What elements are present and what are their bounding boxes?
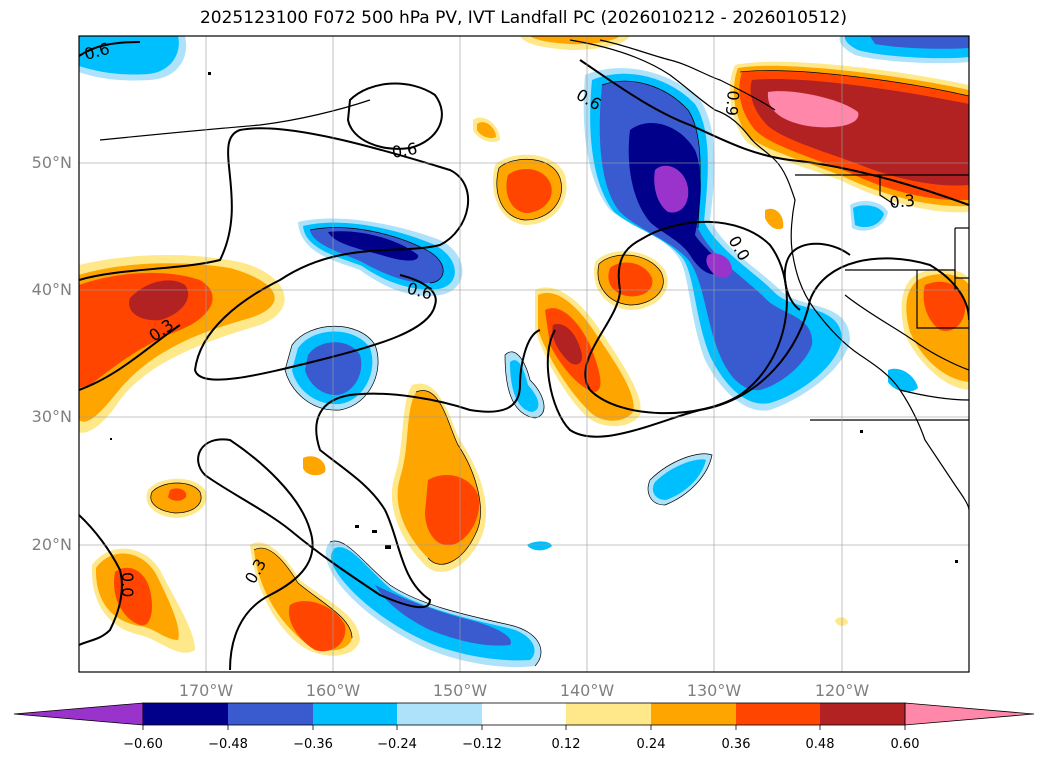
colorbar-tick-label: −0.12 xyxy=(462,737,502,752)
contour-label: 0.9 xyxy=(722,90,743,117)
field-positive-tiny xyxy=(477,122,496,139)
islands xyxy=(110,72,958,563)
field-positive-southwest xyxy=(114,567,152,626)
field-positive-california xyxy=(923,281,966,331)
colorbar-segment xyxy=(228,703,313,725)
colorbar-extend-high xyxy=(904,702,1035,726)
field-positive-tiny xyxy=(303,456,326,476)
colorbar-segment xyxy=(736,703,820,725)
map-frame xyxy=(78,35,970,673)
field-positive-center xyxy=(425,475,480,546)
field-positive-tiny xyxy=(835,617,848,626)
colorbar-segment xyxy=(651,703,736,725)
map-title: 2025123100 F072 500 hPa PV, IVT Landfall… xyxy=(199,8,847,28)
field-negative-small xyxy=(527,541,552,551)
field-positive-top xyxy=(530,36,620,45)
lat-label-20n: 20°N xyxy=(31,535,72,554)
field-negative-small xyxy=(652,459,706,500)
pv-contours xyxy=(79,41,969,671)
field-positive-east xyxy=(552,324,583,365)
colorbar-tick-label: 0.36 xyxy=(721,737,751,752)
colorbar-segment xyxy=(397,703,482,725)
lon-label-170w: 170°W xyxy=(178,681,234,700)
contour-label: 0.3 xyxy=(889,191,916,212)
lon-label-130w: 130°W xyxy=(686,681,742,700)
colorbar-tick-label: 0.24 xyxy=(636,737,666,752)
colorbar-frame xyxy=(142,702,906,726)
lat-label-50n: 50°N xyxy=(31,153,72,172)
lat-label-40n: 40°N xyxy=(31,280,72,299)
field-negative-small xyxy=(888,368,918,392)
colorbar-extend-low xyxy=(13,702,144,726)
colorbar-segment xyxy=(482,703,566,725)
colorbar-tick-label: 0.12 xyxy=(551,737,581,752)
colorbar-segment xyxy=(566,703,651,725)
lon-label-140w: 140°W xyxy=(559,681,615,700)
colorbar-tick-label: −0.60 xyxy=(123,737,163,752)
colorbar-tick-label: −0.48 xyxy=(208,737,248,752)
colorbar-tick-label: 0.48 xyxy=(805,737,835,752)
field-negative-topright xyxy=(870,36,969,49)
field-layer xyxy=(79,36,969,668)
colorbar-segment xyxy=(143,703,228,725)
field-positive-south xyxy=(288,601,346,652)
lat-label-30n: 30°N xyxy=(31,407,72,426)
contour-label: 0.6 xyxy=(390,139,418,162)
lon-label-120w: 120°W xyxy=(814,681,870,700)
field-negative-west xyxy=(328,231,419,261)
field-negative-trough xyxy=(706,253,732,278)
field-negative-trough xyxy=(654,165,689,213)
field-negative-small xyxy=(853,205,884,228)
field-positive-tiny xyxy=(765,208,784,230)
field-positive-small xyxy=(168,488,187,501)
colorbar-tick-label: −0.36 xyxy=(293,737,333,752)
contour-label: 0.0 xyxy=(118,572,137,597)
field-negative-south xyxy=(375,585,511,646)
colorbar xyxy=(13,702,1035,730)
coastlines xyxy=(99,39,969,511)
lon-label-150w: 150°W xyxy=(432,681,488,700)
colorbar-tick-label: 0.60 xyxy=(890,737,920,752)
colorbar-tick-label: −0.24 xyxy=(377,737,417,752)
field-positive-north xyxy=(506,169,552,213)
lon-label-160w: 160°W xyxy=(305,681,361,700)
field-outlines xyxy=(150,70,969,667)
colorbar-segment xyxy=(313,703,397,725)
gridlines xyxy=(79,36,969,672)
colorbar-segment xyxy=(820,703,905,725)
field-positive-northeast xyxy=(767,91,859,128)
